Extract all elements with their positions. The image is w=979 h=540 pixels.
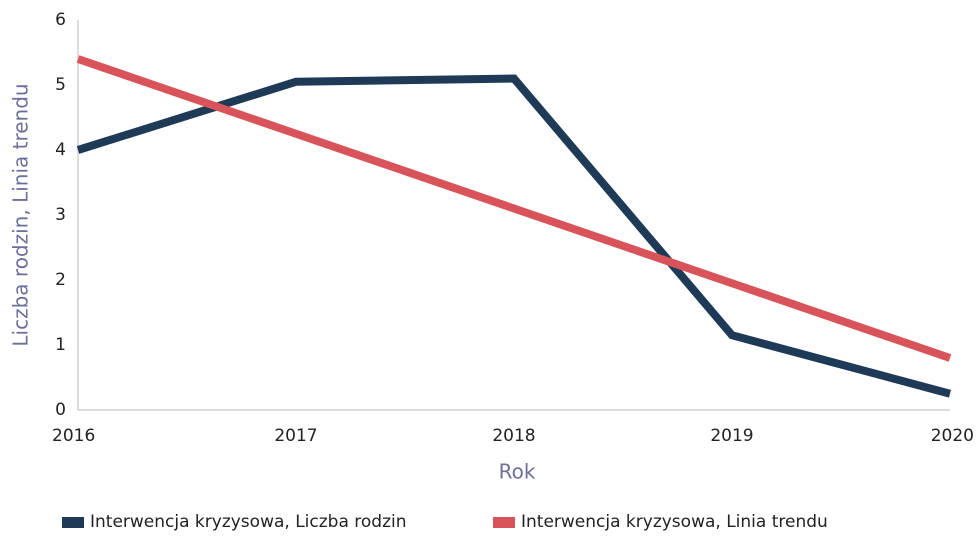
- x-tick-label: 2019: [710, 426, 753, 446]
- series-line: [76, 55, 952, 362]
- series-line: [76, 74, 952, 398]
- y-axis-title: Liczba rodzin, Linia trendu: [9, 83, 33, 346]
- x-tick-label: 2017: [274, 426, 317, 446]
- x-axis-title: Rok: [499, 460, 536, 484]
- y-tick-label: 3: [55, 205, 66, 225]
- x-tick-label: 2016: [52, 426, 95, 446]
- x-tick-label: 2018: [492, 426, 535, 446]
- y-tick-label: 5: [55, 75, 66, 95]
- legend-swatch: [493, 517, 515, 528]
- y-tick-label: 0: [55, 400, 66, 420]
- y-tick-label: 2: [55, 270, 66, 290]
- legend-label: Interwencja kryzysowa, Liczba rodzin: [90, 512, 407, 532]
- legend-label: Interwencja kryzysowa, Linia trendu: [521, 512, 828, 532]
- x-tick-label: 2020: [931, 426, 974, 446]
- y-tick-label: 1: [55, 335, 66, 355]
- legend-swatch: [62, 517, 84, 528]
- y-tick-label: 6: [55, 10, 66, 30]
- y-tick-label: 4: [55, 140, 66, 160]
